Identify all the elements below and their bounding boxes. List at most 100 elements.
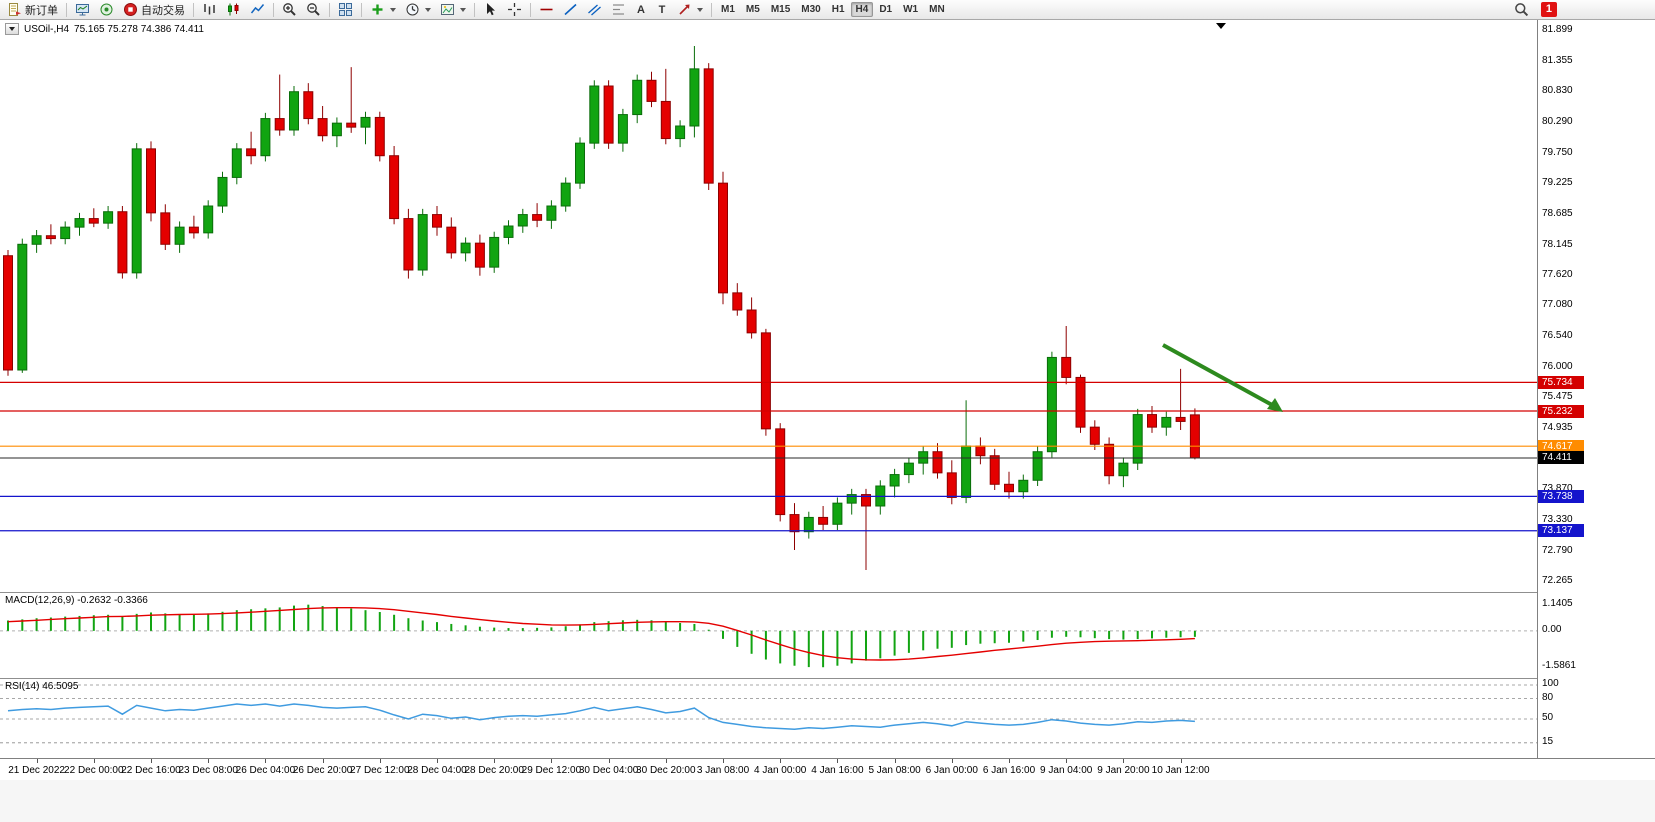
- tf-button-D1[interactable]: D1: [879, 4, 893, 15]
- auto-trading-label: 自动交易: [141, 4, 185, 17]
- price-chart-canvas[interactable]: [0, 20, 1537, 592]
- time-axis-label: 22 Dec 00:00: [64, 765, 124, 776]
- search-icon: [1515, 3, 1528, 17]
- status-area: [0, 780, 1655, 822]
- macd-axis-label: 1.1405: [1542, 597, 1573, 609]
- new-order-label: 新订单: [25, 4, 58, 17]
- zoom-in-button[interactable]: [278, 1, 301, 19]
- channel-tool-button[interactable]: [583, 1, 606, 19]
- chevron-down-icon: [460, 7, 466, 12]
- tf-button-M5[interactable]: M5: [745, 4, 760, 15]
- price-axis-label: 76.000: [1542, 361, 1573, 373]
- price-axis-label: 73.870: [1542, 482, 1573, 494]
- rsi-axis-label: 100: [1542, 678, 1559, 689]
- tile-windows-button[interactable]: [334, 1, 357, 19]
- price-tag-73.738: 73.738: [1538, 489, 1584, 503]
- time-axis-label: 4 Jan 00:00: [754, 765, 807, 776]
- tf-button-W1[interactable]: W1: [903, 4, 919, 15]
- tf-button-M15[interactable]: M15: [770, 4, 791, 15]
- zoom-out-button[interactable]: [302, 1, 325, 19]
- time-axis-tick: [608, 759, 610, 763]
- trend-arrow[interactable]: [1162, 343, 1275, 408]
- tf-button-M1[interactable]: M1: [721, 4, 735, 15]
- market-watch-button[interactable]: [71, 1, 94, 19]
- time-axis-tick: [494, 759, 496, 763]
- community-button[interactable]: [95, 1, 118, 19]
- chevron-down-icon: [390, 7, 396, 12]
- price-tag-75.734: 75.734: [1538, 375, 1584, 389]
- symbol-info: USOil-,H4 75.165 75.278 74.386 74.411: [5, 23, 204, 35]
- text-tool-button[interactable]: T: [652, 1, 672, 19]
- rsi-axis-label: 15: [1542, 735, 1554, 747]
- time-axis-label: 10 Jan 12:00: [1151, 765, 1210, 776]
- templates-button[interactable]: [436, 1, 470, 19]
- time-axis-tick: [723, 759, 724, 763]
- time-axis-label: 26 Dec 04:00: [235, 765, 296, 776]
- one-click-trading-toggle[interactable]: [5, 23, 19, 35]
- macd-axis-label: 0.00: [1542, 623, 1562, 635]
- time-axis-label: 28 Dec 04:00: [407, 765, 467, 776]
- time-axis-tick: [951, 759, 953, 763]
- cursor-button[interactable]: [479, 1, 502, 19]
- time-axis-label: 28 Dec 20:00: [464, 765, 524, 776]
- rsi-canvas[interactable]: [0, 679, 1537, 758]
- tf-button-H4[interactable]: H4: [850, 2, 874, 17]
- price-axis-label: 74.935: [1542, 422, 1573, 433]
- time-axis-tick: [1066, 759, 1068, 763]
- bar-chart-mode-button[interactable]: [198, 1, 221, 19]
- rsi-pane[interactable]: RSI(14) 46.5095: [0, 678, 1537, 758]
- tf-button-H1[interactable]: H1: [831, 4, 845, 15]
- time-axis-tick: [551, 759, 553, 763]
- time-axis-tick: [437, 759, 438, 763]
- time-axis-tick: [379, 759, 381, 763]
- fibonacci-tool-button[interactable]: [607, 1, 630, 19]
- time-axis-label: 22 Dec 16:00: [121, 765, 181, 776]
- time-axis-label: 3 Jan 08:00: [696, 765, 750, 776]
- horizontal-line-tool-button[interactable]: [535, 1, 558, 19]
- time-axis-label: 30 Dec 04:00: [578, 765, 639, 776]
- tf-button-MN[interactable]: MN: [929, 4, 945, 15]
- time-axis-label: 27 Dec 12:00: [350, 765, 410, 776]
- timeframe-group: M1 M5 M15 M30 H1 H4 D1 W1 MN: [716, 2, 950, 17]
- crosshair-button[interactable]: [503, 1, 526, 19]
- rsi-line: [7, 703, 1195, 730]
- tf-button-M30[interactable]: M30: [801, 4, 821, 15]
- rsi-label: RSI(14) 46.5095: [5, 681, 79, 692]
- candlestick-mode-button[interactable]: [222, 1, 245, 19]
- arrows-tool-button[interactable]: [673, 1, 707, 19]
- time-axis-label: 29 Dec 12:00: [521, 765, 582, 776]
- market-watch-icon: [76, 4, 89, 16]
- price-axis[interactable]: 81.899 81.355 80.830 80.290 79.750 79.225 78.6…: [1537, 20, 1655, 758]
- price-axis-label: 78.145: [1542, 238, 1573, 250]
- text-label-tool-button[interactable]: A: [631, 1, 651, 19]
- price-pane[interactable]: USOil-,H4 75.165 75.278 74.386 74.411: [0, 20, 1537, 592]
- arrow-shape-icon: [679, 4, 690, 15]
- price-axis-label: 77.620: [1542, 268, 1573, 280]
- template-image-icon: [441, 4, 454, 15]
- time-axis[interactable]: 21 Dec 2022 22 Dec 00:00 22 Dec 16:00 23 De…: [0, 758, 1655, 780]
- macd-pane[interactable]: MACD(12,26,9) -0.2632 -0.3366: [0, 592, 1537, 678]
- candles: [3, 46, 1200, 570]
- time-axis-tick: [837, 759, 839, 763]
- new-order-button[interactable]: 新订单: [3, 1, 62, 19]
- time-axis-label: 30 Dec 20:00: [636, 765, 696, 776]
- notification-badge[interactable]: 1: [1540, 2, 1557, 17]
- text-label-a: A: [637, 3, 645, 16]
- time-axis-label: 9 Jan 04:00: [1040, 765, 1093, 776]
- macd-label: MACD(12,26,9) -0.2632 -0.3366: [5, 595, 148, 606]
- price-tag-75.232: 75.232: [1538, 404, 1584, 418]
- price-tag-74.617: 74.617: [1538, 439, 1584, 453]
- line-chart-icon: [250, 4, 265, 14]
- price-axis-label: 81.355: [1542, 55, 1573, 67]
- periods-button[interactable]: [401, 1, 435, 19]
- price-axis-label: 79.750: [1542, 146, 1573, 158]
- macd-canvas[interactable]: [0, 593, 1537, 678]
- indicators-button[interactable]: [366, 1, 400, 19]
- toolbar-separator: [273, 2, 274, 17]
- time-axis-label: 6 Jan 00:00: [925, 765, 978, 776]
- trendline-tool-button[interactable]: [559, 1, 582, 19]
- line-chart-mode-button[interactable]: [246, 1, 269, 19]
- toolbar-separator: [711, 2, 712, 17]
- search-button[interactable]: [1510, 1, 1533, 19]
- auto-trading-button[interactable]: 自动交易: [119, 1, 189, 19]
